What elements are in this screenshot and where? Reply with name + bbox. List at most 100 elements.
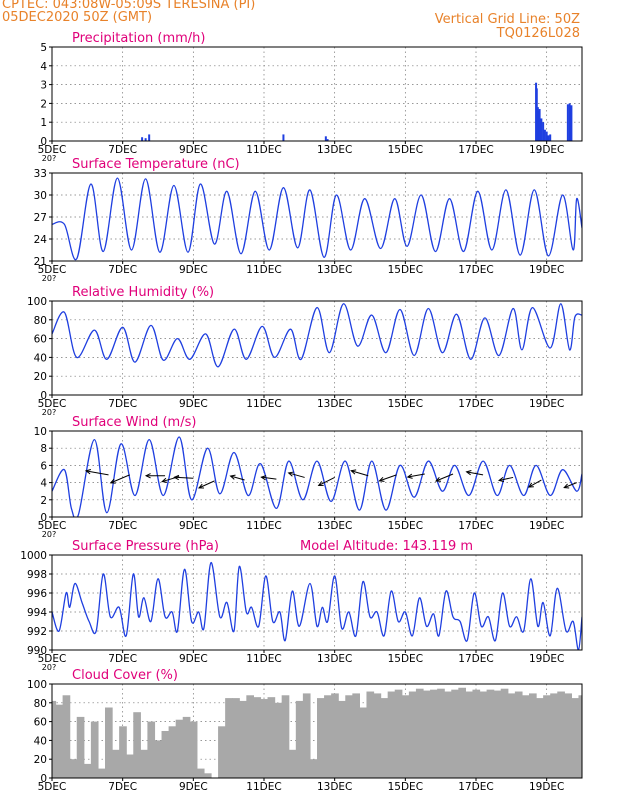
wind-arrow [110,474,130,484]
cloud-bar [472,689,481,778]
wind-arrow [407,473,425,478]
x-tick-label: 19DEC [529,781,564,793]
x-tick-label: 15DEC [388,398,423,410]
x-tick-label: 11DEC [246,781,281,793]
x-tick-label: 13DEC [317,144,352,156]
precip-bar [536,107,539,141]
y-tick-label: 0 [40,512,47,524]
cloud-bar [331,693,339,778]
y-tick-label: 1000 [20,550,47,562]
panel-frame [51,46,583,142]
x-tick-label: 5DEC [38,781,67,793]
y-tick-label: 2 [40,98,47,110]
y-tick-label: 996 [27,588,47,600]
x-tick-label: 5DEC [38,144,67,156]
x-tick-label: 11DEC [246,144,281,156]
cloud-bar [196,768,205,778]
wind-arrow-head [173,474,180,481]
x-tick-label: 7DEC [108,653,137,665]
precip-bar [282,134,285,141]
cloud-bar [529,693,537,778]
wind-arrow-head [350,469,357,475]
cloud-bar [387,691,396,778]
pressure-series-line [52,561,582,650]
panel-cloud: 0 20 40 60 80 100 5DEC 7DEC 9DEC 11DEC 13DEC 15DEC 1… [27,668,583,793]
wind-arrow [466,471,484,476]
precip-bar [549,134,552,141]
wind-arrow-head [378,476,385,482]
precip-bar [324,136,327,141]
cloud-bar [408,691,417,778]
cloud-bar [126,754,134,778]
x-stub-label: 20? [42,530,56,539]
cloud-bar [437,688,445,778]
cloud-bar [274,702,283,778]
cloud-bar [309,759,318,778]
precip-bar [144,138,147,141]
x-tick-label: 5DEC [38,264,67,276]
precip-bar [542,122,545,141]
x-tick-label: 11DEC [246,520,281,532]
cloud-bar [52,700,57,778]
cloud-bar [69,759,78,778]
panel-annotation: Model Altitude: 143.119 m [300,539,473,554]
wind-arrow [564,482,577,489]
x-tick-label: 19DEC [529,264,564,276]
y-tick-label: 27 [34,212,47,224]
cloud-bar [225,698,233,778]
cloud-bar [76,716,85,778]
x-tick-label: 9DEC [179,144,208,156]
cloud-bar [514,691,523,778]
y-tick-label: 3 [40,80,47,92]
wind-arrow [288,472,305,478]
wind-arrow-head [197,483,205,489]
wind-arrow-head [109,478,116,484]
wind-arrow-head [260,475,267,481]
wind-series-group [52,436,582,517]
cloud-bar [479,691,488,778]
cloud-bar [578,695,582,778]
panel-title: Cloud Cover (%) [72,668,178,683]
panel-title: Surface Wind (m/s) [72,415,196,430]
cloud-bar [112,749,120,778]
cloud-bar [55,704,64,778]
panel-frame [51,683,583,779]
x-tick-label: 15DEC [388,144,423,156]
cloud-bar [521,695,530,778]
cloud-bar [366,691,375,778]
cloud-bar [232,698,240,778]
cloud-bar [500,688,509,778]
cloud-bar [486,689,495,778]
header-date-line: 05DEC2020 50Z (GMT) [2,10,153,25]
y-tick-label: 10 [34,426,47,438]
cloud-bar [359,707,368,778]
x-tick-label: 19DEC [529,398,564,410]
x-stub-label: 20? [42,274,56,283]
cloud-bar [295,700,304,778]
cloud-bar [345,695,353,778]
x-tick-label: 9DEC [179,653,208,665]
cloud-bar [182,716,191,778]
cloud-bar [218,726,226,778]
x-tick-label: 19DEC [529,653,564,665]
cloud-bar [253,697,262,778]
y-tick-label: 30 [34,190,47,202]
header-station-line: CPTEC: 043:08W-05:09S TERESINA (PI) [2,0,256,12]
precip-bar [545,131,548,141]
x-tick-label: 11DEC [246,653,281,665]
x-tick-label: 17DEC [458,653,493,665]
cloud-bar [267,697,276,778]
panel-frame [51,554,583,651]
cloud-bar [119,726,127,778]
panel-wind: 0 2 4 6 8 10 5DEC 7DEC 9DEC 11DEC 13DEC 15DEC 17DEC 1… [34,415,583,539]
x-tick-label: 13DEC [317,264,352,276]
cloud-bar [493,690,502,778]
y-tick-label: 6 [40,460,47,472]
wind-arrow-head [497,476,505,483]
precip-bar [547,135,550,141]
wind-arrow-head [287,471,294,477]
wind-arrow [498,476,514,481]
cloud-bar [105,707,113,778]
cloud-bar [168,726,177,778]
